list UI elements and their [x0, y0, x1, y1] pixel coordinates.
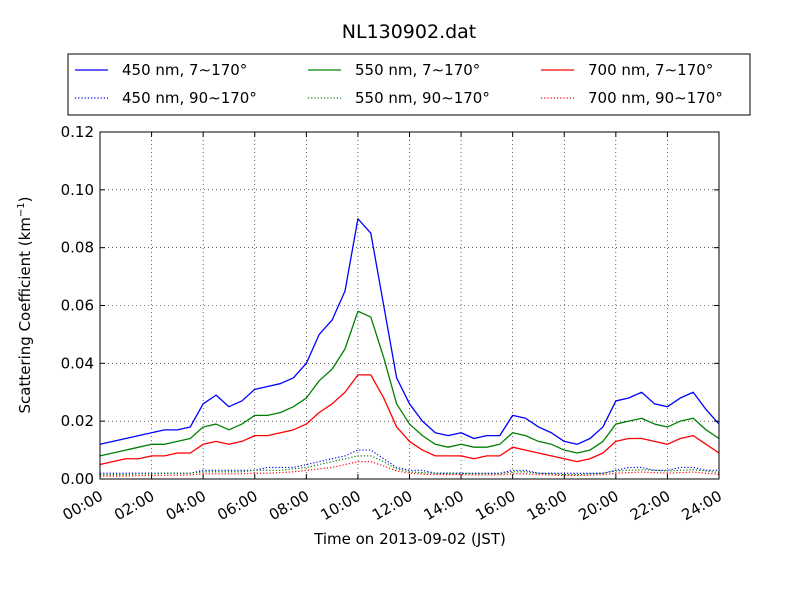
- series-line-450-nm-7-170: [99, 218, 720, 445]
- y-axis-label-end: ): [16, 196, 34, 202]
- plot-area: 00:00 02:00 04:00 06:00 08:00 10:00 12:00 14:00…: [60, 123, 725, 524]
- series-line-700-nm-7-170: [99, 374, 720, 466]
- series-line-450-nm-90-170: [100, 449, 719, 474]
- y-tick-label: 0.08: [61, 239, 94, 257]
- chart-title: NL130902.dat: [342, 21, 477, 43]
- legend-label: 450 nm, 90∼170°: [122, 89, 257, 107]
- y-axis-label: Scattering Coefficient (km−1): [16, 196, 34, 413]
- legend-label: 550 nm, 7∼170°: [355, 61, 480, 79]
- series-line-550-nm-7-170: [99, 310, 720, 457]
- series-line-700-nm-90-170: [100, 461, 720, 477]
- y-tick-label: 0.04: [61, 354, 94, 372]
- legend-box: [67, 53, 751, 116]
- y-tick-label: 0.12: [61, 123, 94, 141]
- y-axis-label-main: Scattering Coefficient (km: [16, 217, 34, 413]
- y-tick-label: 0.06: [61, 297, 94, 315]
- legend-label: 700 nm, 7∼170°: [588, 61, 713, 79]
- x-axis-label: Time on 2013-09-02 (JST): [313, 530, 506, 548]
- plot-frame-bg: [100, 132, 719, 479]
- legend-label: 700 nm, 90∼170°: [588, 89, 723, 107]
- legend-label: 550 nm, 90∼170°: [355, 89, 490, 107]
- series-line-550-nm-90-170: [100, 455, 720, 476]
- legend-label: 450 nm, 7∼170°: [122, 61, 247, 79]
- y-tick-label: 0.00: [61, 470, 94, 488]
- legend: 450 nm, 7∼170° 550 nm, 7∼170° 700 nm, 7∼17…: [67, 53, 751, 116]
- y-axis-label-sup: −1: [16, 202, 27, 217]
- series-layer: [99, 218, 720, 477]
- y-tick-label: 0.02: [61, 412, 94, 430]
- y-tick-label: 0.10: [61, 181, 94, 199]
